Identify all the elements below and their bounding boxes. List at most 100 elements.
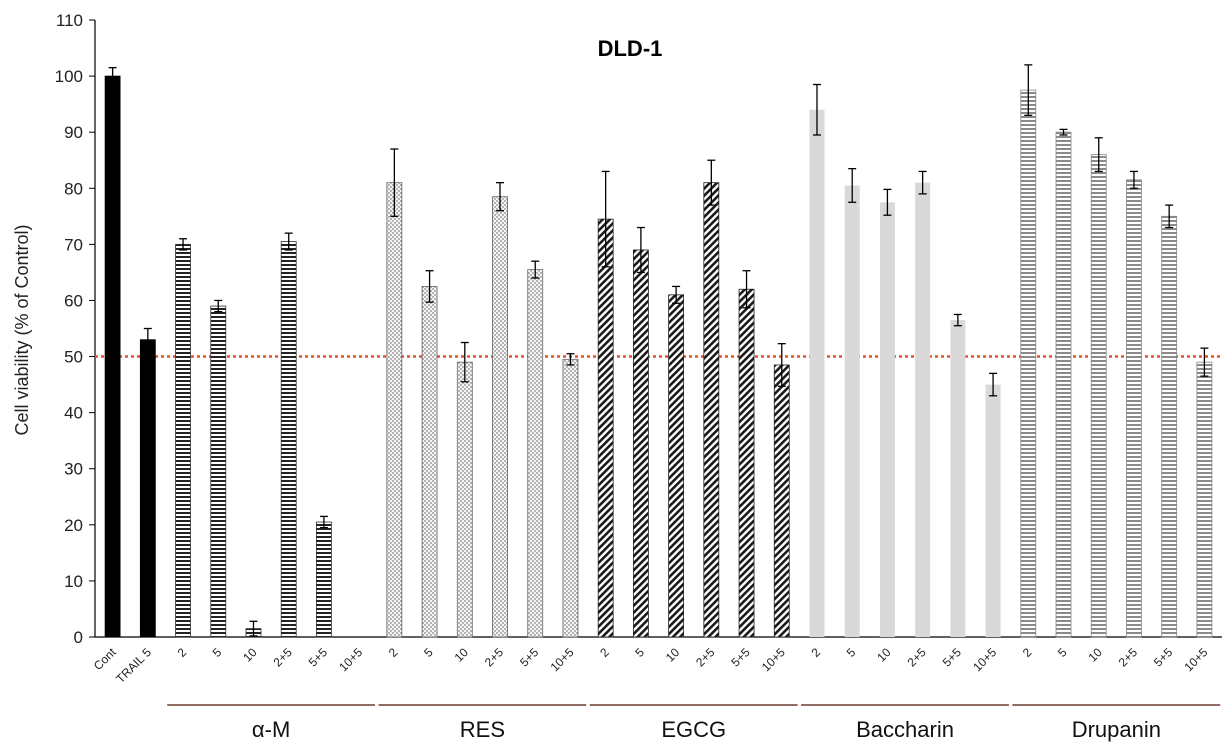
error-bar <box>390 148 399 217</box>
error-bar <box>1129 170 1138 189</box>
bar <box>139 339 156 638</box>
y-tick-label: 90 <box>64 123 83 142</box>
bar <box>632 249 649 638</box>
x-tick-label: 5+5 <box>728 645 753 670</box>
bar <box>456 361 473 638</box>
error-bar <box>953 313 962 327</box>
y-axis-label: Cell viability (% of Control) <box>12 224 32 435</box>
error-bar <box>742 270 751 309</box>
bar <box>1020 89 1037 638</box>
bar <box>562 358 579 638</box>
error-bar <box>1200 347 1209 377</box>
x-tick-label: 2 <box>808 645 823 660</box>
group-label: Drupanin <box>1072 717 1161 742</box>
y-tick-label: 0 <box>74 628 83 647</box>
error-bar <box>848 167 857 203</box>
x-tick-label: 2+5 <box>482 645 507 670</box>
error-bar <box>249 620 258 637</box>
error-bar <box>425 270 434 303</box>
x-tick-label: 2+5 <box>904 645 929 670</box>
error-bar <box>672 285 681 304</box>
x-tick-label: 2+5 <box>271 645 296 670</box>
error-bar <box>460 341 469 383</box>
bar <box>597 218 614 638</box>
x-tick-label: 10 <box>874 645 894 665</box>
chart-title: DLD-1 <box>598 36 663 61</box>
x-tick-label: 5 <box>1055 645 1070 660</box>
bar <box>386 182 403 638</box>
error-bar <box>1059 128 1068 136</box>
bar <box>492 196 508 638</box>
x-tick-label: Cont <box>91 645 119 673</box>
x-tick-label: 5 <box>421 645 436 660</box>
x-tick-label: 5+5 <box>306 645 331 670</box>
bar <box>527 269 544 638</box>
y-tick-label: 40 <box>64 404 83 423</box>
error-bar <box>707 159 716 206</box>
error-bar <box>636 226 645 274</box>
error-bar <box>1094 137 1103 173</box>
x-tick-label: 10+5 <box>1181 645 1210 674</box>
bar <box>738 288 755 638</box>
error-bar <box>319 515 328 529</box>
y-tick-label: 30 <box>64 460 83 479</box>
y-tick-label: 50 <box>64 348 83 367</box>
y-tick-label: 70 <box>64 235 83 254</box>
bar <box>668 294 685 638</box>
bar <box>316 521 332 638</box>
x-tick-label: 10 <box>240 645 260 665</box>
bar <box>1161 215 1178 638</box>
y-tick-label: 20 <box>64 516 83 535</box>
x-tick-label: 5 <box>632 645 647 660</box>
x-tick-label: 10+5 <box>336 645 365 674</box>
bar <box>809 109 825 637</box>
error-bars-group <box>108 64 1209 637</box>
bar <box>1196 361 1213 638</box>
error-bar <box>496 182 505 212</box>
error-bar <box>601 170 610 268</box>
x-tick-label: 10 <box>663 645 683 665</box>
bar <box>703 182 720 638</box>
x-tick-label: 2 <box>1020 645 1035 660</box>
bar <box>844 185 860 637</box>
y-tick-label: 110 <box>56 11 83 30</box>
bar <box>773 364 790 638</box>
error-bar <box>1165 204 1174 229</box>
x-tick-label: 10+5 <box>548 645 577 674</box>
x-tick-label: 10+5 <box>759 645 788 674</box>
x-tick-label: 2 <box>597 645 612 660</box>
x-tick-label: 5+5 <box>940 645 965 670</box>
x-tick-label: 5 <box>844 645 859 660</box>
x-tick-label: 5 <box>210 645 225 660</box>
x-tick-label: 10 <box>452 645 472 665</box>
bar <box>1055 131 1072 638</box>
bar <box>985 384 1001 637</box>
group-labels-group: α-M RES EGCG Baccharin Drupanin <box>167 704 1221 742</box>
y-tick-label: 10 <box>64 572 83 591</box>
error-bar <box>143 327 152 352</box>
x-tick-label: 10 <box>1086 645 1106 665</box>
x-tick-label: 2+5 <box>1116 645 1141 670</box>
y-tick-label: 100 <box>55 67 83 86</box>
error-bar <box>777 342 786 387</box>
y-tick-label: 60 <box>64 291 83 310</box>
bar <box>210 305 227 638</box>
group-label: EGCG <box>661 717 726 742</box>
bar <box>421 286 438 638</box>
error-bar <box>531 260 540 279</box>
error-bar <box>566 353 575 366</box>
bar <box>1090 154 1107 638</box>
bar <box>1126 179 1142 638</box>
error-bar <box>179 238 188 251</box>
error-bar <box>812 83 821 136</box>
group-label: α-M <box>252 717 290 742</box>
bar <box>879 202 895 637</box>
error-bar <box>214 299 223 313</box>
bar <box>175 243 191 638</box>
bar <box>280 241 297 638</box>
x-tick-label: 5+5 <box>1151 645 1176 670</box>
group-label: RES <box>460 717 505 742</box>
x-tick-label: 2+5 <box>693 645 718 670</box>
